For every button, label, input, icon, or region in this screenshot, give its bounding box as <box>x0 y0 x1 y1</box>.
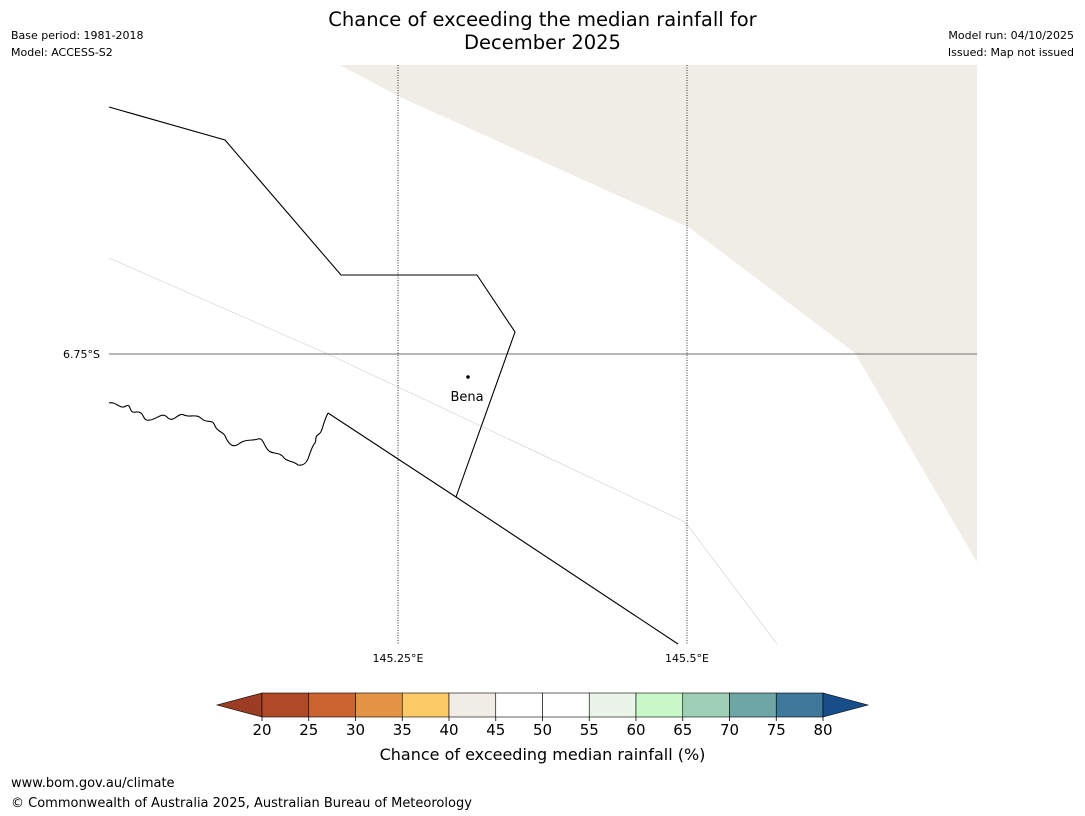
bena-town-label: Bena <box>450 390 483 405</box>
colorbar-segment <box>355 692 403 718</box>
colorbar-segment <box>495 692 543 718</box>
colorbar-tick-label: 50 <box>533 721 552 739</box>
bena-town-marker <box>466 375 470 379</box>
colorbar-tick-label: 75 <box>767 721 786 739</box>
colorbar-tick-label: 80 <box>813 721 832 739</box>
title-line-2: December 2025 <box>464 31 621 54</box>
river-line <box>108 402 329 466</box>
forecast-shaded-region <box>340 65 977 562</box>
colorbar-segment <box>448 692 497 718</box>
footer-url[interactable]: www.bom.gov.au/climate <box>11 776 175 791</box>
colorbar: 20 25 30 35 40 45 50 55 60 65 70 75 80 <box>215 692 870 739</box>
base-period: Base period: 1981-2018 <box>11 29 144 42</box>
colorbar-tick-label: 70 <box>720 721 739 739</box>
header-meta-left: Base period: 1981-2018 Model: ACCESS-S2 <box>11 27 143 61</box>
latitude-label: 6.75°S <box>63 348 100 361</box>
colorbar-segment <box>261 692 310 718</box>
colorbar-tick-label: 65 <box>673 721 692 739</box>
longitude-label-1: 145.25°E <box>373 652 424 665</box>
longitude-label-2: 145.5°E <box>665 652 709 665</box>
colorbar-under-arrow <box>215 692 263 718</box>
region-boundary-faint <box>108 257 778 645</box>
colorbar-segment <box>775 692 824 718</box>
map-title: Chance of exceeding the median rainfall … <box>0 8 1085 54</box>
colorbar-tick-label: 35 <box>393 721 412 739</box>
colorbar-over-arrow <box>822 692 870 718</box>
header-meta-right: Model run: 04/10/2025 Issued: Map not is… <box>948 27 1074 61</box>
issued-status: Issued: Map not issued <box>947 46 1074 59</box>
colorbar-tick-label: 55 <box>580 721 599 739</box>
colorbar-tick-label: 40 <box>439 721 458 739</box>
colorbar-tick-label: 45 <box>486 721 505 739</box>
colorbar-tick-label: 20 <box>252 721 271 739</box>
colorbar-segment <box>588 692 637 718</box>
colorbar-segment <box>542 692 590 718</box>
province-boundary-south <box>327 412 679 645</box>
model-run: Model run: 04/10/2025 <box>948 29 1074 42</box>
colorbar-segment <box>401 692 450 718</box>
colorbar-tick-label: 25 <box>299 721 318 739</box>
colorbar-segment <box>635 692 684 718</box>
colorbar-label: Chance of exceeding median rainfall (%) <box>379 745 706 764</box>
footer-copyright: © Commonwealth of Australia 2025, Austra… <box>11 796 472 811</box>
colorbar-segment <box>729 692 777 718</box>
colorbar-tick-label: 60 <box>626 721 645 739</box>
colorbar-segment <box>308 692 356 718</box>
colorbar-segment <box>682 692 730 718</box>
title-line-1: Chance of exceeding the median rainfall … <box>328 8 757 31</box>
colorbar-tick-label: 30 <box>346 721 365 739</box>
model-name: Model: ACCESS-S2 <box>11 46 113 59</box>
province-boundary <box>108 106 516 498</box>
